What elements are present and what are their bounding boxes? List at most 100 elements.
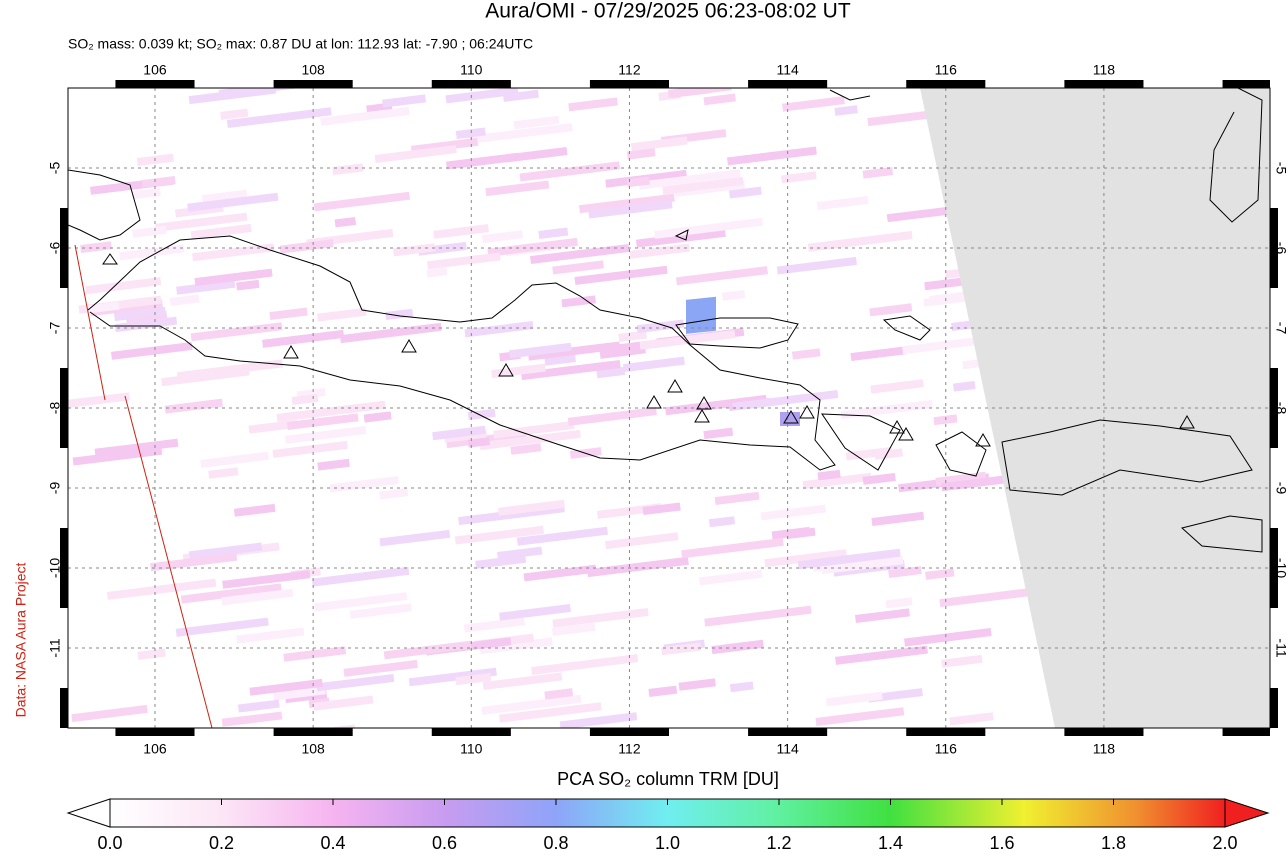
so2-pixel — [821, 556, 904, 575]
so2-pixel — [316, 673, 395, 692]
so2-pixel — [708, 516, 736, 528]
so2-pixel — [871, 511, 925, 527]
so2-pixel — [732, 389, 839, 411]
subtitle: SO₂ mass: 0.039 kt; SO₂ max: 0.87 DU at … — [68, 36, 533, 52]
so2-pixel — [630, 136, 688, 152]
coastline — [87, 235, 836, 471]
volcano — [646, 395, 662, 409]
colorbar-tick-label: 2.0 — [1212, 833, 1237, 853]
so2-pixel — [502, 89, 539, 102]
so2-pixel — [269, 307, 308, 321]
so2-pixel — [588, 200, 673, 219]
x-tick-label: 116 — [935, 741, 958, 757]
so2-pixel — [888, 566, 922, 579]
so2-pixel — [497, 499, 565, 516]
grid — [68, 88, 1270, 728]
frame-bar — [1270, 208, 1278, 288]
so2-pixel — [568, 97, 618, 112]
so2-pixel — [285, 426, 367, 444]
so2-pixel — [106, 578, 217, 600]
so2-pixel — [467, 437, 491, 448]
so2-pixel — [482, 672, 563, 691]
so2-pixel — [283, 646, 347, 662]
so2-pixel — [463, 617, 525, 633]
so2-pixel — [510, 443, 542, 455]
so2-pixel — [155, 212, 248, 232]
coastlines — [68, 88, 1263, 553]
coastline — [935, 431, 987, 477]
coastline — [68, 169, 141, 241]
so2-pixel — [845, 446, 893, 461]
so2-pixel — [286, 413, 359, 430]
so2-pixel — [941, 654, 983, 668]
frame-bar — [1222, 728, 1270, 736]
so2-pixel — [482, 230, 524, 244]
y-tick-label: -11 — [1273, 638, 1288, 657]
so2-pixel — [703, 427, 734, 440]
volcano — [1179, 415, 1195, 429]
coastline — [1001, 419, 1253, 496]
y-tick-label: -5 — [1273, 162, 1288, 175]
so2-pixel — [332, 163, 364, 176]
so2-pixel — [190, 223, 252, 240]
so2-pixel — [825, 691, 883, 707]
so2-pixel — [662, 176, 744, 195]
so2-pixel — [164, 398, 223, 414]
so2-pixel — [433, 224, 489, 239]
frame-bar — [1064, 728, 1144, 736]
y-tick-label: -10 — [47, 558, 63, 578]
so2-pixel — [313, 695, 374, 711]
so2-pixel — [869, 303, 913, 317]
so2-pixel — [523, 564, 597, 582]
so2-pixel — [834, 105, 858, 116]
so2-pixel — [681, 537, 784, 559]
colorbar-ticks: 0.0 0.2 0.4 0.6 0.8 1.0 1.2 1.4 1.6 1.8 2.0 — [97, 799, 1238, 853]
so2-pixel — [169, 294, 200, 306]
so2-pixel — [329, 476, 399, 493]
frame-bar — [60, 688, 68, 728]
so2-pixel — [925, 568, 955, 580]
colorbar-tick-label: 1.4 — [878, 833, 903, 853]
so2-pixel — [862, 472, 896, 485]
so2-pixel — [226, 107, 332, 128]
so2-pixel — [188, 88, 277, 105]
frame-bar — [906, 728, 986, 736]
frame-bar — [748, 728, 828, 736]
so2-pixel — [661, 642, 702, 656]
so2-pixel — [835, 645, 928, 665]
so2-pixel — [802, 472, 872, 490]
x-tick-label: 106 — [143, 741, 167, 757]
frame-bar — [60, 368, 68, 448]
frame-bar — [273, 728, 353, 736]
so2-pixel — [392, 243, 436, 257]
so2-pixel — [190, 322, 283, 342]
frame-bar — [1270, 528, 1278, 608]
so2-pixel — [485, 180, 550, 197]
so2-pixel — [201, 189, 248, 204]
so2-pixel — [273, 686, 326, 701]
so2-pixel — [379, 529, 451, 547]
so2-pixel — [527, 341, 621, 361]
x-tick-label: 114 — [776, 741, 799, 757]
so2-pixel — [455, 672, 492, 686]
colorbar-tick-label: 1.8 — [1101, 833, 1126, 853]
so2-pixel — [249, 678, 323, 696]
so2-pixel — [817, 469, 841, 481]
so2-pixel — [188, 542, 263, 560]
volcano — [799, 405, 815, 419]
frame-bar — [273, 80, 353, 88]
so2-pixel — [538, 227, 569, 239]
so2-pixel — [161, 367, 250, 387]
so2-pixel — [455, 127, 486, 139]
so2-pixel — [499, 702, 602, 723]
volcano — [898, 427, 914, 441]
so2-pixel — [320, 106, 410, 126]
frame-bar — [906, 80, 986, 88]
so2-pixel — [383, 640, 472, 660]
so2-pixel — [952, 381, 976, 392]
so2-pixel — [530, 243, 630, 265]
so2-pixel — [508, 342, 572, 359]
colorbar-tick-label: 1.0 — [655, 833, 680, 853]
so2-pixel — [113, 306, 166, 322]
volcano — [498, 363, 514, 377]
